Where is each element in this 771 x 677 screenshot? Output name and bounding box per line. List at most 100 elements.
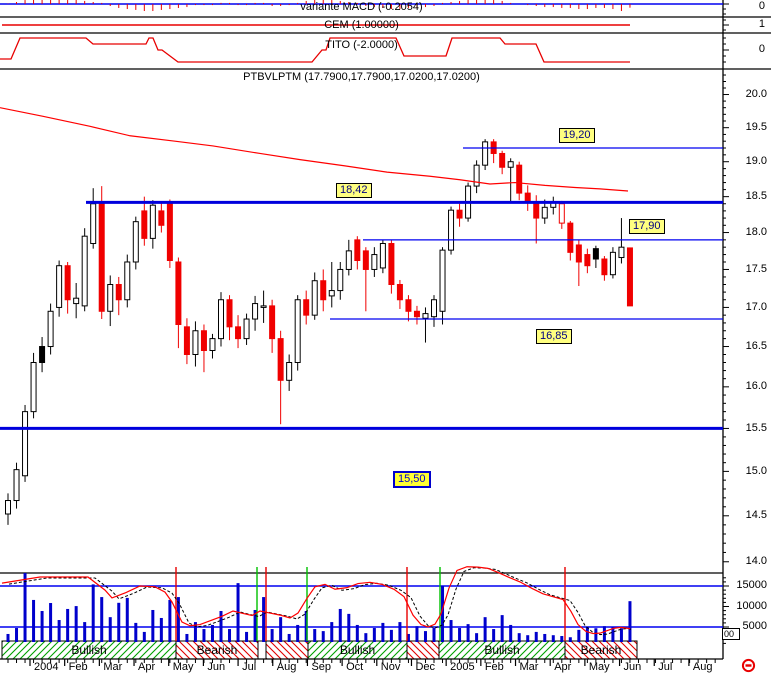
- candle-body: [98, 203, 105, 312]
- volume-bar: [57, 620, 61, 642]
- candle-body: [175, 261, 182, 325]
- volume-bar: [338, 608, 342, 642]
- candle-body: [235, 326, 242, 340]
- candle-body: [260, 305, 267, 308]
- candle-body: [507, 161, 514, 168]
- candle-body: [405, 299, 412, 312]
- candle-body: [575, 244, 582, 263]
- regime-label: Bullish: [484, 643, 519, 657]
- candle-body: [252, 303, 259, 320]
- volume-bar: [543, 633, 547, 642]
- regime-label: Bearish: [197, 643, 238, 657]
- candle-body: [64, 265, 71, 301]
- volume-bar: [6, 633, 10, 642]
- volume-bar: [159, 617, 163, 642]
- candle-body: [499, 152, 506, 168]
- volume-bar: [202, 629, 206, 642]
- regime-label: Bearish: [581, 643, 622, 657]
- volume-bar: [321, 631, 325, 642]
- red-record-icon: [741, 658, 756, 673]
- volume-bar: [142, 631, 146, 642]
- candle-body: [56, 265, 63, 308]
- candle-body: [601, 258, 608, 276]
- candle-body: [90, 203, 97, 245]
- volume-bar: [500, 615, 504, 642]
- volume-bar: [262, 597, 266, 642]
- candle-body: [541, 206, 548, 219]
- candle-body: [5, 500, 11, 515]
- volume-bar: [193, 622, 197, 642]
- volume-bar: [210, 624, 214, 642]
- candle-body: [448, 209, 455, 251]
- volume-bar: [389, 629, 393, 642]
- candle-body: [192, 330, 199, 355]
- candle-body: [22, 411, 29, 477]
- candle-body: [345, 250, 352, 270]
- volume-bar: [83, 622, 87, 642]
- volume-bar: [432, 628, 436, 642]
- volume-bar: [364, 633, 368, 642]
- tito-line: [0, 37, 630, 63]
- volume-bar: [313, 629, 317, 642]
- candle-body: [13, 469, 20, 502]
- volume-bar: [40, 611, 44, 642]
- candle-body: [584, 254, 591, 267]
- candle-body: [354, 239, 361, 261]
- volume-bar: [168, 599, 172, 642]
- volume-bar: [577, 629, 581, 642]
- candle-body: [115, 284, 122, 301]
- candle-body: [243, 318, 250, 340]
- candle-body: [183, 326, 190, 355]
- volume-bar: [509, 624, 513, 642]
- candle-body: [107, 284, 114, 312]
- candle-body: [439, 249, 446, 312]
- volume-bar: [15, 628, 19, 642]
- volume-bar: [415, 626, 419, 642]
- candle-body: [396, 284, 403, 301]
- volume-bar: [449, 620, 453, 642]
- volume-bar: [151, 609, 155, 642]
- volume-bar: [32, 599, 36, 642]
- volume-bar: [398, 622, 402, 642]
- candle-body: [294, 299, 301, 364]
- candle-body: [30, 362, 37, 413]
- price-ma-line: [0, 107, 629, 192]
- candle-body: [166, 203, 173, 261]
- volume-bar: [534, 631, 538, 642]
- regime-section: [265, 640, 309, 660]
- volume-bar: [568, 637, 572, 642]
- volume-bar: [296, 624, 300, 642]
- candle-body: [311, 280, 318, 316]
- regime-label: Bullish: [71, 643, 106, 657]
- volume-bar: [475, 633, 479, 642]
- candle-body: [626, 247, 633, 307]
- volume-bar: [125, 597, 129, 642]
- volume-bar: [406, 633, 410, 642]
- candle-body: [516, 164, 523, 194]
- candle-body: [141, 210, 148, 239]
- volume-bar: [458, 628, 462, 642]
- candle-body: [303, 299, 310, 316]
- candle-body: [218, 299, 224, 340]
- candle-body: [473, 164, 480, 187]
- volume-bar: [594, 628, 598, 642]
- volume-bar: [492, 629, 496, 642]
- candle-body: [277, 338, 284, 381]
- volume-ma-line: [1, 566, 631, 635]
- candle-body: [609, 251, 616, 276]
- volume-bar: [517, 633, 521, 642]
- candle-body: [413, 310, 420, 318]
- candle-body: [388, 243, 395, 286]
- candle-body: [328, 290, 335, 297]
- volume-bar: [287, 633, 291, 642]
- candle-body: [379, 243, 386, 269]
- volume-bar: [117, 602, 121, 642]
- volume-bar: [381, 622, 385, 642]
- volume-bar: [330, 622, 334, 642]
- volume-bar: [100, 597, 104, 642]
- volume-bar: [619, 628, 623, 642]
- last-value-flag: 00: [722, 628, 740, 640]
- candle-body: [149, 204, 156, 239]
